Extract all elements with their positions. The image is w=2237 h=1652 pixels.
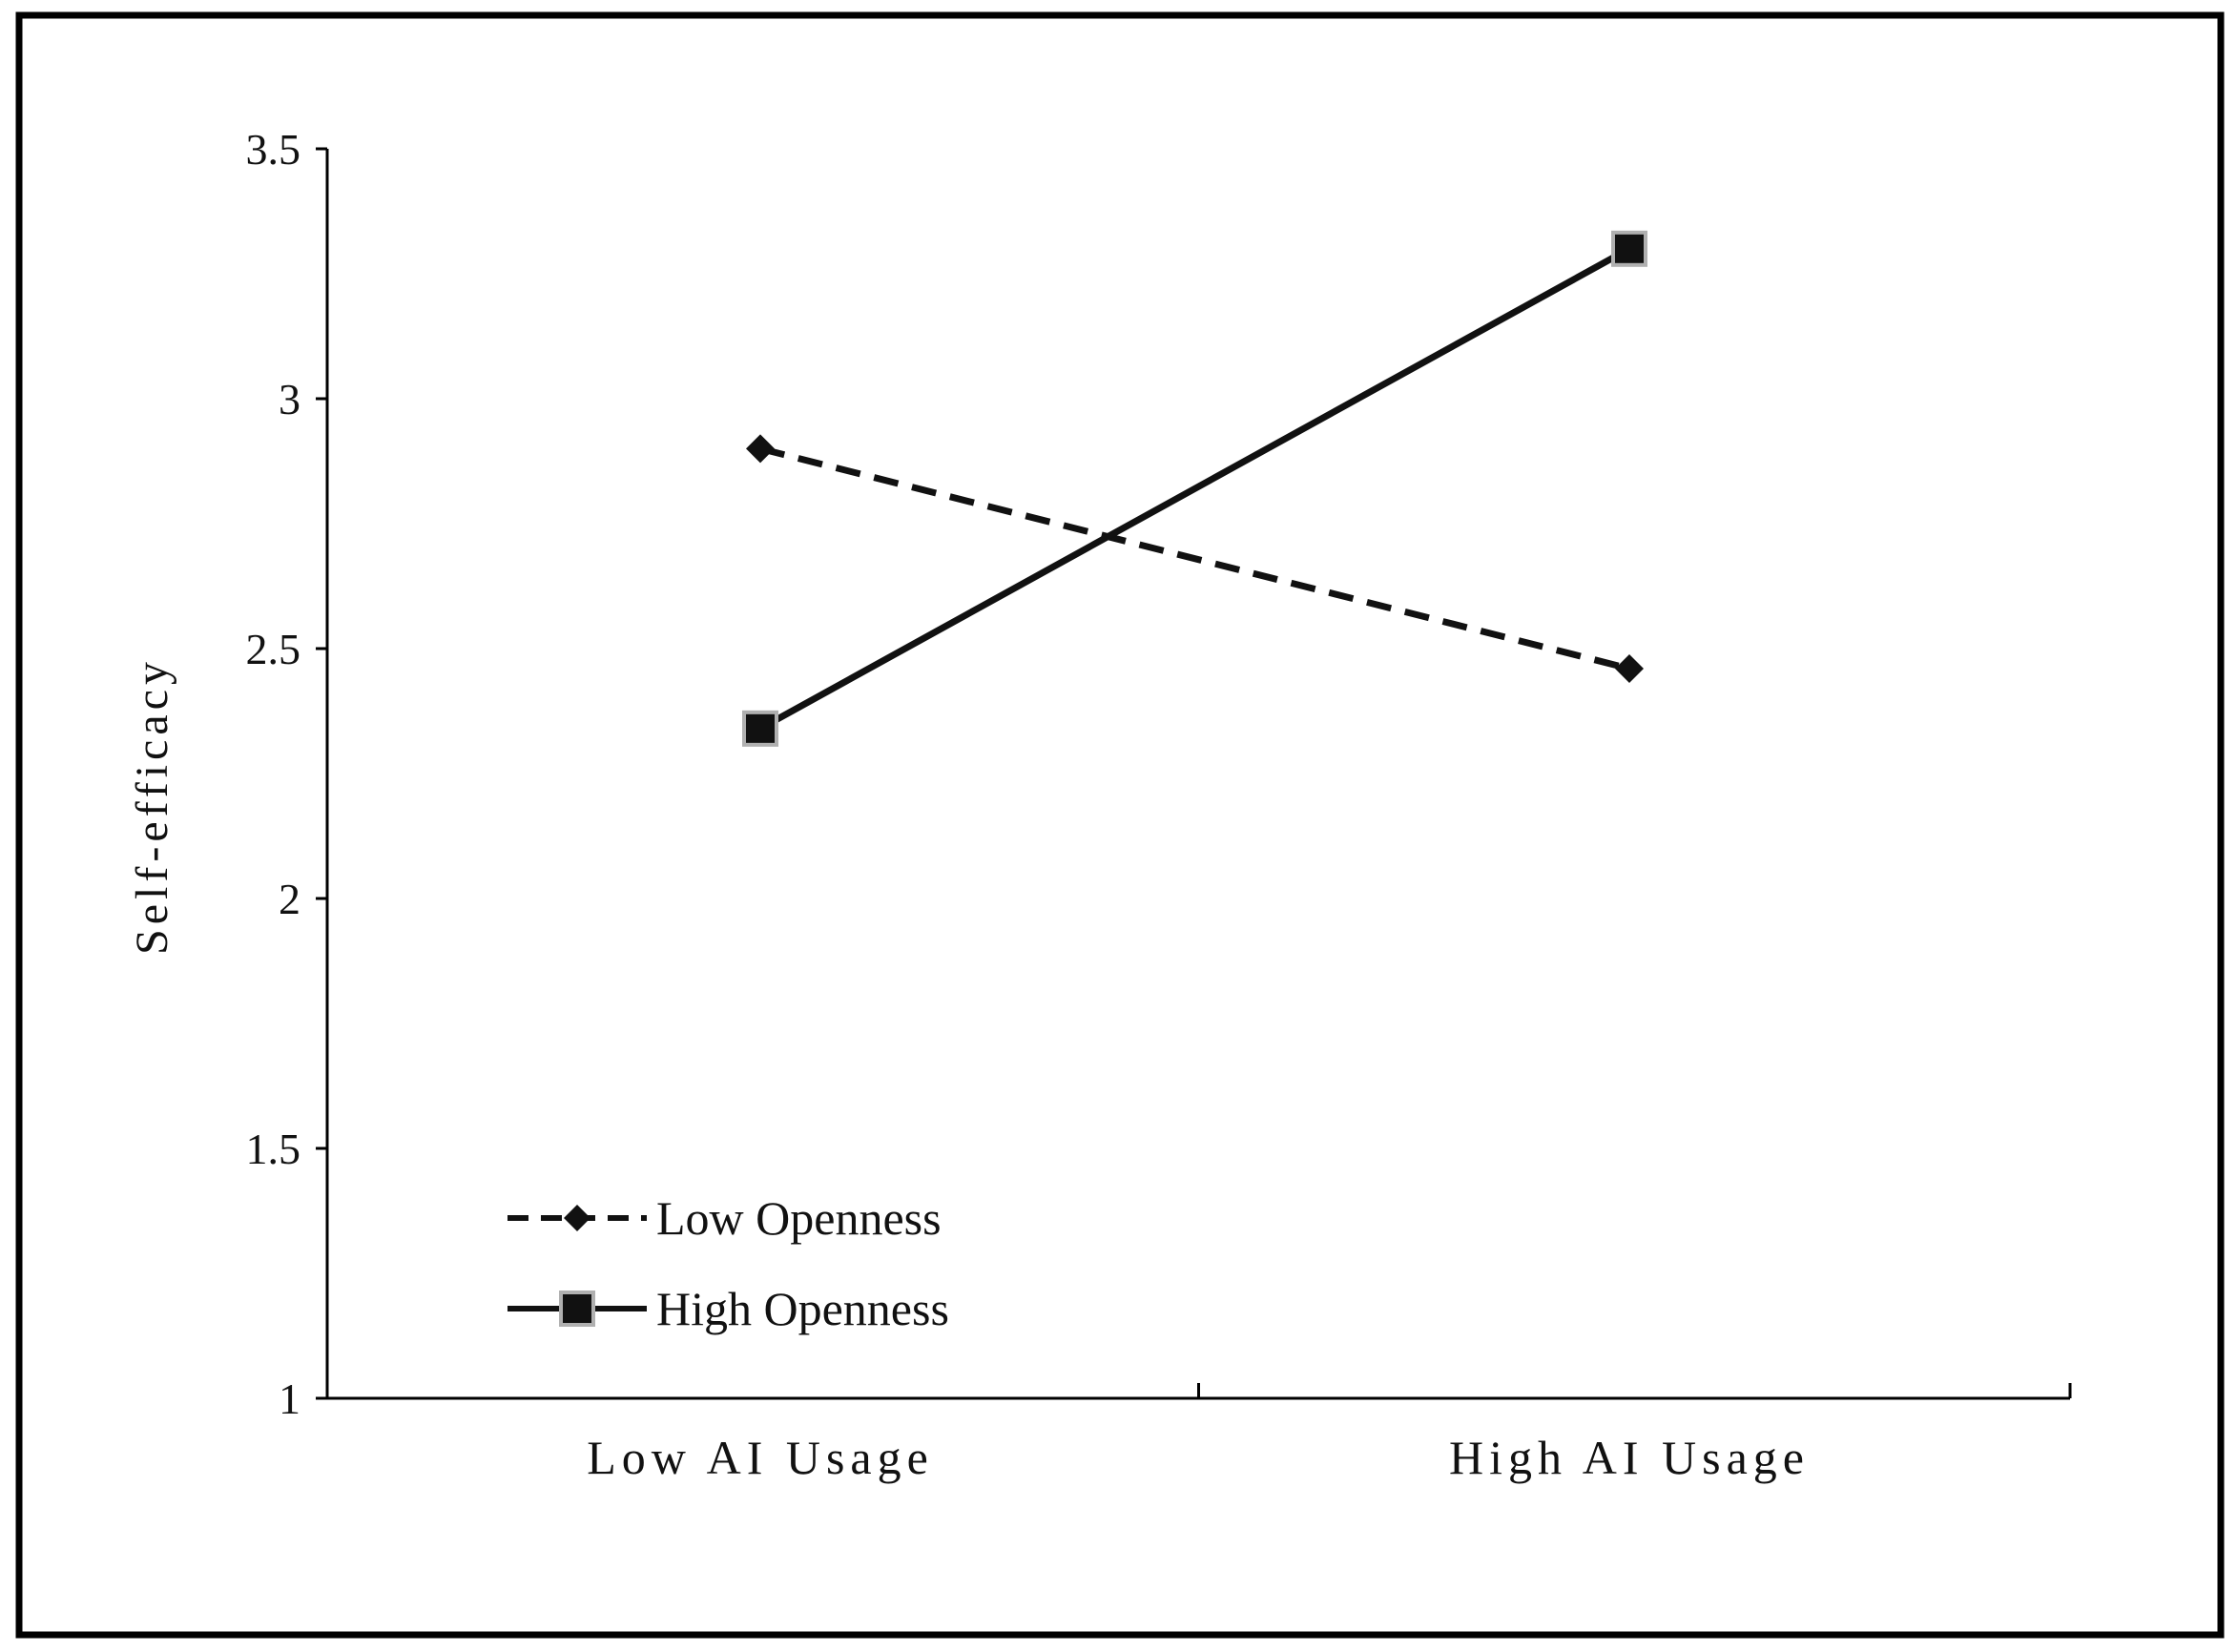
series-line-low-openness [759, 445, 1630, 672]
legend-label-low-openness: Low Openness [656, 1191, 942, 1245]
x-category-label-low: Low AI Usage [587, 1431, 934, 1484]
outer-border [15, 11, 2225, 1639]
series-line-high-openness [758, 245, 1631, 732]
legend-marker-square [559, 1291, 595, 1327]
y-tick-label: 1 [279, 1374, 300, 1423]
legend-label-high-openness: High Openness [656, 1282, 949, 1335]
y-ticks: 1 1.5 2 2.5 3 3.5 [246, 125, 327, 1423]
y-tick-label: 2 [279, 875, 300, 923]
y-tick-label: 3 [279, 375, 300, 423]
y-tick-label: 3.5 [246, 125, 301, 174]
y-tick-label: 2.5 [246, 625, 301, 673]
x-ticks [325, 1383, 2072, 1398]
data-point-low-openness [746, 434, 775, 464]
series-layer [742, 230, 1647, 747]
data-point-high-openness [742, 710, 778, 747]
legend: Low Openness High Openness [507, 1191, 949, 1335]
x-category-label-high: High AI Usage [1449, 1431, 1810, 1484]
y-tick-label: 1.5 [246, 1125, 301, 1173]
y-axis-label: Self-efficacy [127, 657, 177, 955]
data-point-low-openness [1615, 653, 1644, 683]
legend-marker-diamond [564, 1205, 590, 1231]
data-point-high-openness [1611, 230, 1647, 267]
